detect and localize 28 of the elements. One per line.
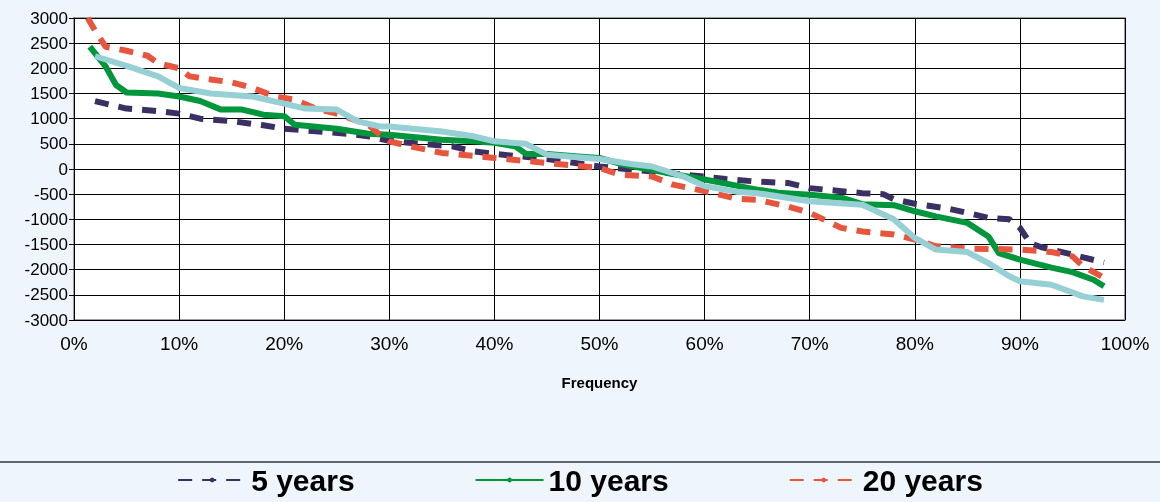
legend-label: 20 years: [862, 463, 983, 497]
legend-label: 5 years: [251, 463, 355, 497]
x-tick-label: 10%: [160, 333, 199, 354]
y-tick-label: 500: [39, 134, 68, 154]
x-tick-label: 90%: [1000, 333, 1040, 354]
x-axis-title: Frequency: [561, 374, 639, 391]
y-tick-label: 0: [58, 159, 68, 179]
x-tick-label: 70%: [790, 333, 829, 354]
x-tick-label: 100%: [1100, 333, 1150, 354]
x-tick-label: 30%: [370, 333, 409, 354]
x-tick-label: 40%: [475, 333, 514, 354]
y-tick-label: -1000: [24, 209, 68, 229]
x-tick-label: 20%: [265, 333, 304, 354]
y-tick-label: 2000: [30, 58, 68, 78]
y-tick-label: 2500: [30, 33, 68, 53]
y-tick-label: 1500: [30, 84, 68, 103]
y-tick-label: -2000: [24, 260, 68, 280]
x-tick-label: 0%: [60, 333, 88, 354]
y-tick-label: 3000: [30, 8, 68, 28]
x-tick-label: 50%: [580, 333, 619, 354]
y-tick-label: -3000: [24, 310, 68, 330]
x-tick-label: 80%: [895, 333, 934, 354]
y-tick-label: -500: [33, 184, 68, 204]
y-tick-label: -2500: [24, 285, 68, 305]
legend-label: 10 years: [548, 463, 669, 497]
y-tick-label: 1000: [30, 109, 68, 129]
x-tick-label: 60%: [685, 333, 724, 354]
y-tick-label: -1500: [24, 235, 68, 254]
